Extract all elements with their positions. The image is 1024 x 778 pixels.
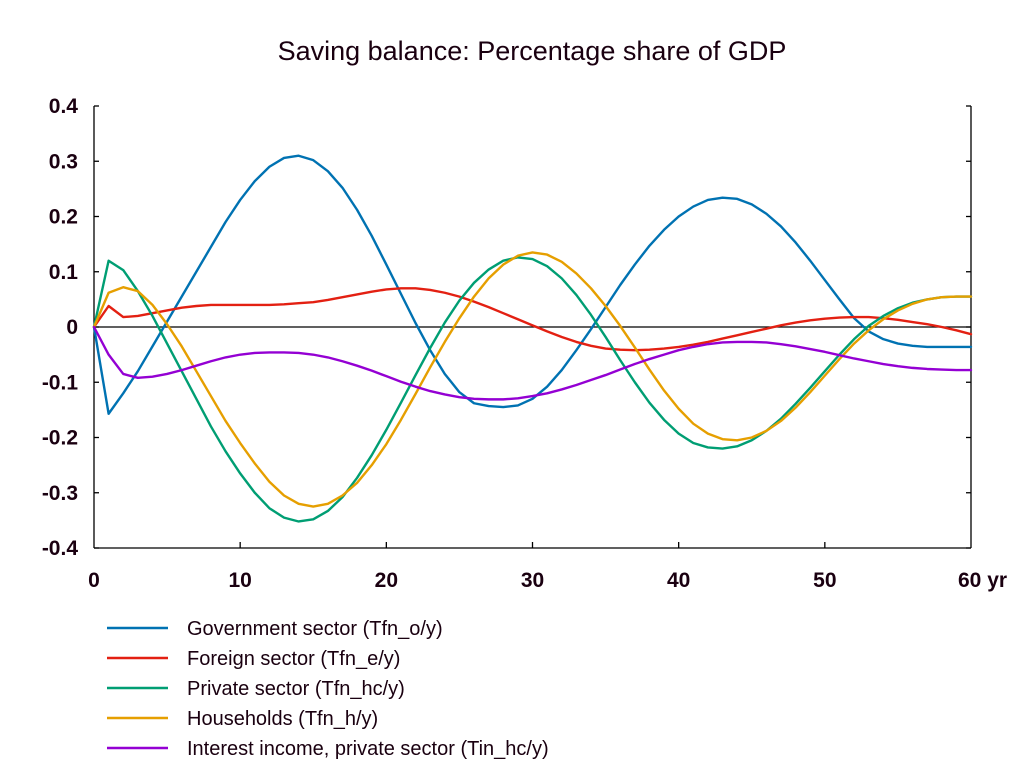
x-tick-label: 40 [667, 569, 690, 592]
x-tick-label: 50 [813, 569, 836, 592]
series-lines [92, 154, 973, 523]
x-tick-label: 60 yr [958, 569, 1007, 592]
series-line-3 [92, 251, 973, 508]
axes [93, 105, 972, 549]
y-tick-label: 0.2 [49, 206, 78, 229]
y-tick-label: 0.4 [49, 95, 79, 118]
x-tick-labels: 0 10 20 30 40 50 60 yr [88, 569, 1007, 592]
y-tick-label: -0.4 [42, 537, 79, 560]
series-line-1 [92, 287, 973, 352]
x-tick-label: 20 [375, 569, 398, 592]
chart-title: Saving balance: Percentage share of GDP [278, 36, 787, 66]
series-line-4 [92, 325, 973, 401]
x-tick-label: 0 [88, 569, 100, 592]
x-tick-label: 30 [521, 569, 544, 592]
legend-label: Private sector (Tfn_hc/y) [187, 678, 405, 700]
y-tick-label: -0.3 [42, 482, 78, 505]
y-tick-label: -0.2 [42, 427, 78, 450]
y-tick-labels: 0.4 0.3 0.2 0.1 0 -0.1 -0.2 -0.3 -0.4 [42, 95, 79, 560]
y-tick-label: 0.3 [49, 150, 78, 173]
legend-label: Foreign sector (Tfn_e/y) [187, 648, 400, 670]
legend: Government sector (Tfn_o/y) Foreign secto… [107, 618, 549, 760]
x-tick-label: 10 [228, 569, 251, 592]
series-line-2 [92, 256, 973, 523]
legend-label: Households (Tfn_h/y) [187, 708, 378, 730]
y-tick-label: 0 [66, 316, 78, 339]
y-tick-label: 0.1 [49, 261, 79, 284]
legend-label: Government sector (Tfn_o/y) [187, 618, 443, 640]
series-line-0 [92, 154, 973, 415]
y-tick-label: -0.1 [42, 371, 79, 394]
legend-label: Interest income, private sector (Tin_hc/… [187, 738, 549, 760]
